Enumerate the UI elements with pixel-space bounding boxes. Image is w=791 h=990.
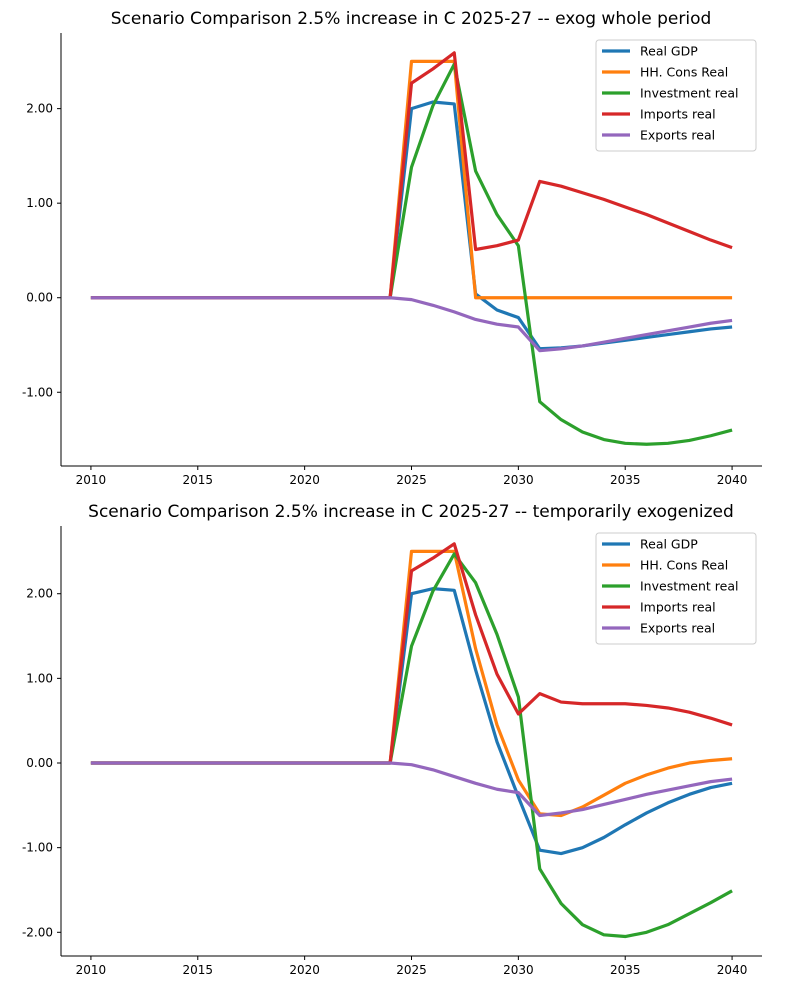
legend: Real GDP HH. Cons Real Investment real Impo… xyxy=(595,532,757,645)
y-tick-label: 1.00 xyxy=(26,196,53,210)
chart-title: Scenario Comparison 2.5% increase in C 2… xyxy=(88,502,734,522)
x-tick-label: 2025 xyxy=(396,473,427,487)
y-tick-label: 2.00 xyxy=(26,102,53,116)
y-tick-label: 2.00 xyxy=(26,587,53,601)
legend-label: Real GDP xyxy=(640,537,698,552)
y-tick-label: -2.00 xyxy=(22,925,53,939)
axes: 2010 2015 2020 2025 2030 2035 2040 -1.00 0.00 1.0… xyxy=(22,33,762,487)
legend-box xyxy=(595,532,757,645)
chart-exog-whole-period: Scenario Comparison 2.5% increase in C 2… xyxy=(22,9,762,487)
x-tick-label: 2030 xyxy=(503,963,534,977)
axes: 2010 2015 2020 2025 2030 2035 2040 -2.00 -1.00 0.… xyxy=(22,526,762,977)
y-tick-label: 0.00 xyxy=(26,291,53,305)
y-tick-label: -1.00 xyxy=(22,841,53,855)
legend-label: Exports real xyxy=(640,128,715,143)
chart-temporarily-exogenized: Scenario Comparison 2.5% increase in C 2… xyxy=(22,502,762,977)
legend-label: Real GDP xyxy=(640,44,698,59)
x-tick-label: 2035 xyxy=(610,473,641,487)
chart-title: Scenario Comparison 2.5% increase in C 2… xyxy=(111,9,712,29)
series-lines xyxy=(90,51,733,446)
x-tick-label: 2025 xyxy=(396,963,427,977)
x-tick-label: 2015 xyxy=(183,963,214,977)
series-line-exports-real xyxy=(90,296,733,353)
legend-label: HH. Cons Real xyxy=(640,65,728,80)
series-lines xyxy=(90,542,733,939)
x-tick-label: 2015 xyxy=(183,473,214,487)
legend-label: Imports real xyxy=(640,600,716,615)
legend-label: Investment real xyxy=(640,579,738,594)
x-tick-label: 2040 xyxy=(717,473,748,487)
legend: Real GDP HH. Cons Real Investment real Impo… xyxy=(595,39,757,152)
legend-box xyxy=(595,39,757,152)
y-tick-label: -1.00 xyxy=(22,385,53,399)
x-tick-label: 2035 xyxy=(610,963,641,977)
y-tick-label: 1.00 xyxy=(26,671,53,685)
x-tick-label: 2020 xyxy=(289,473,320,487)
x-tick-label: 2020 xyxy=(289,963,320,977)
x-tick-label: 2010 xyxy=(76,473,107,487)
legend-label: Exports real xyxy=(640,621,715,636)
legend-label: Imports real xyxy=(640,107,716,122)
legend-label: HH. Cons Real xyxy=(640,558,728,573)
x-tick-label: 2030 xyxy=(503,473,534,487)
series-line-exports-real xyxy=(90,761,733,818)
x-tick-label: 2040 xyxy=(717,963,748,977)
legend-label: Investment real xyxy=(640,86,738,101)
y-tick-label: 0.00 xyxy=(26,756,53,770)
x-tick-label: 2010 xyxy=(76,963,107,977)
